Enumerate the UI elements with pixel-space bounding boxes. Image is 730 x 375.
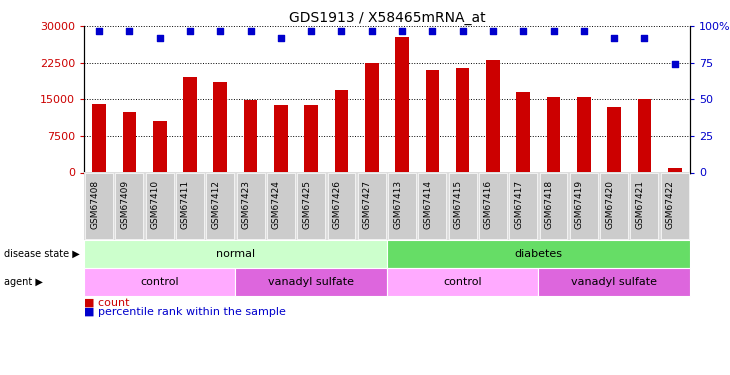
Point [396,28,408,34]
Bar [304,105,318,172]
Text: GSM67412: GSM67412 [211,180,220,229]
Bar [153,122,166,172]
Bar [183,78,197,172]
Point [457,28,469,34]
Point [275,35,287,41]
Point [184,28,196,34]
Text: disease state ▶: disease state ▶ [4,249,80,259]
Text: GSM67410: GSM67410 [150,180,160,229]
Bar [213,82,227,172]
Text: ■ percentile rank within the sample: ■ percentile rank within the sample [84,307,286,317]
Bar [334,90,348,172]
Text: diabetes: diabetes [515,249,562,259]
Bar [365,63,379,173]
Text: GSM67426: GSM67426 [332,180,342,229]
Text: GSM67409: GSM67409 [120,180,129,229]
Point [608,35,620,41]
Text: GSM67417: GSM67417 [514,180,523,229]
Bar [637,99,651,172]
Point [154,35,166,41]
Bar [123,112,137,172]
Bar [607,106,621,172]
Text: normal: normal [216,249,255,259]
Text: ■ count: ■ count [84,297,129,307]
Point [518,28,529,34]
Text: GSM67418: GSM67418 [545,180,553,229]
Point [669,61,680,67]
Bar [274,105,288,172]
Bar [244,100,258,172]
Text: control: control [443,277,482,287]
Text: GSM67427: GSM67427 [363,180,372,229]
Text: vanadyl sulfate: vanadyl sulfate [268,277,354,287]
Text: GSM67422: GSM67422 [666,180,675,229]
Text: GSM67413: GSM67413 [393,180,402,229]
Bar [668,168,682,172]
Text: control: control [140,277,179,287]
Point [215,28,226,34]
Bar [547,97,561,172]
Point [245,28,256,34]
Text: GSM67425: GSM67425 [302,180,311,229]
Text: vanadyl sulfate: vanadyl sulfate [571,277,657,287]
Point [487,28,499,34]
Bar [456,68,469,172]
Point [336,28,347,34]
Point [123,28,135,34]
Bar [577,97,591,172]
Bar [486,60,500,172]
Bar [395,37,409,172]
Text: GSM67420: GSM67420 [605,180,614,229]
Point [548,28,559,34]
Text: GDS1913 / X58465mRNA_at: GDS1913 / X58465mRNA_at [288,11,485,25]
Text: GSM67414: GSM67414 [423,180,432,229]
Point [578,28,590,34]
Text: GSM67424: GSM67424 [272,180,281,229]
Text: GSM67408: GSM67408 [90,180,99,229]
Text: GSM67423: GSM67423 [242,180,250,229]
Point [426,28,438,34]
Point [366,28,377,34]
Bar [426,70,439,172]
Bar [516,92,530,172]
Bar [92,104,106,172]
Text: GSM67419: GSM67419 [575,180,584,229]
Text: GSM67415: GSM67415 [453,180,463,229]
Point [639,35,650,41]
Point [93,28,105,34]
Text: agent ▶: agent ▶ [4,277,42,287]
Text: GSM67411: GSM67411 [181,180,190,229]
Text: GSM67416: GSM67416 [484,180,493,229]
Point [305,28,317,34]
Text: GSM67421: GSM67421 [635,180,645,229]
